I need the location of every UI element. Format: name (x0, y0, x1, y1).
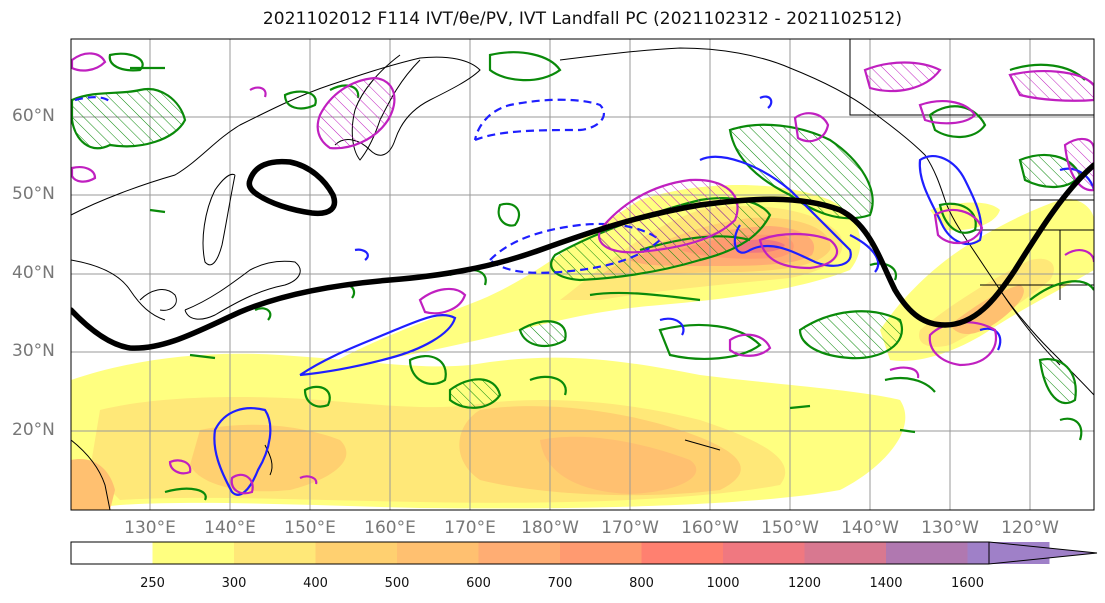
plot-frame (70, 38, 1095, 511)
pv-contours-magenta (71, 52, 1094, 495)
colorbar-tick-label: 1000 (706, 576, 740, 591)
theta-e-contours-blue (74, 95, 1094, 496)
colorbar-extend-arrow (988, 541, 1098, 565)
lon-label-130e: 130°E (124, 518, 176, 538)
lat-label-50n: 50°N (12, 184, 55, 204)
coastlines (71, 39, 1094, 510)
colorbar (70, 541, 1098, 565)
lon-label-130w: 130°W (921, 518, 979, 538)
lon-label-160e: 160°E (364, 518, 416, 538)
lat-label-30n: 30°N (12, 341, 55, 361)
colorbar-tick-label: 800 (629, 576, 654, 591)
lon-label-160w: 160°W (681, 518, 739, 538)
colorbar-segment (560, 542, 642, 564)
colorbar-segment (723, 542, 805, 564)
lon-label-170w: 170°W (601, 518, 659, 538)
colorbar-segment (71, 542, 153, 564)
map-plot-area (71, 39, 1094, 510)
colorbar-segment (804, 542, 887, 564)
colorbar-segment (234, 542, 316, 564)
colorbar-segment (478, 542, 561, 564)
colorbar-segment (315, 542, 398, 564)
colorbar-tick-label: 1400 (869, 576, 903, 591)
colorbar-tick-label: 1200 (787, 576, 822, 591)
lon-label-120w: 120°W (1001, 518, 1059, 538)
colorbar-tick-label: 400 (303, 576, 328, 591)
colorbar-segment (397, 542, 479, 564)
colorbar-tick-label: 300 (221, 576, 247, 591)
colorbar-segment (152, 542, 235, 564)
lon-label-140e: 140°E (204, 518, 256, 538)
lon-label-140w: 140°W (841, 518, 899, 538)
lat-label-40n: 40°N (12, 263, 55, 283)
map-title: 2021102012 F114 IVT/θe/PV, IVT Landfall … (262, 9, 903, 29)
lat-label-20n: 20°N (12, 420, 55, 440)
lon-label-150e: 150°E (284, 518, 336, 538)
lon-label-180w: 180°W (521, 518, 579, 538)
ivt-landfall-pc-contour (71, 158, 1094, 351)
lon-label-150w: 150°W (761, 518, 819, 538)
colorbar-tick-label: 1600 (950, 576, 985, 591)
lat-label-60n: 60°N (12, 106, 55, 126)
colorbar-segment (886, 542, 968, 564)
lon-label-170e: 170°E (444, 518, 496, 538)
colorbar-tick-label: 250 (140, 576, 165, 591)
colorbar-outline (70, 541, 989, 565)
colorbar-tick-label: 500 (384, 576, 410, 591)
colorbar-segment (641, 542, 724, 564)
colorbar-tick-label: 700 (547, 576, 573, 591)
colorbar-tick-label: 600 (466, 576, 491, 591)
